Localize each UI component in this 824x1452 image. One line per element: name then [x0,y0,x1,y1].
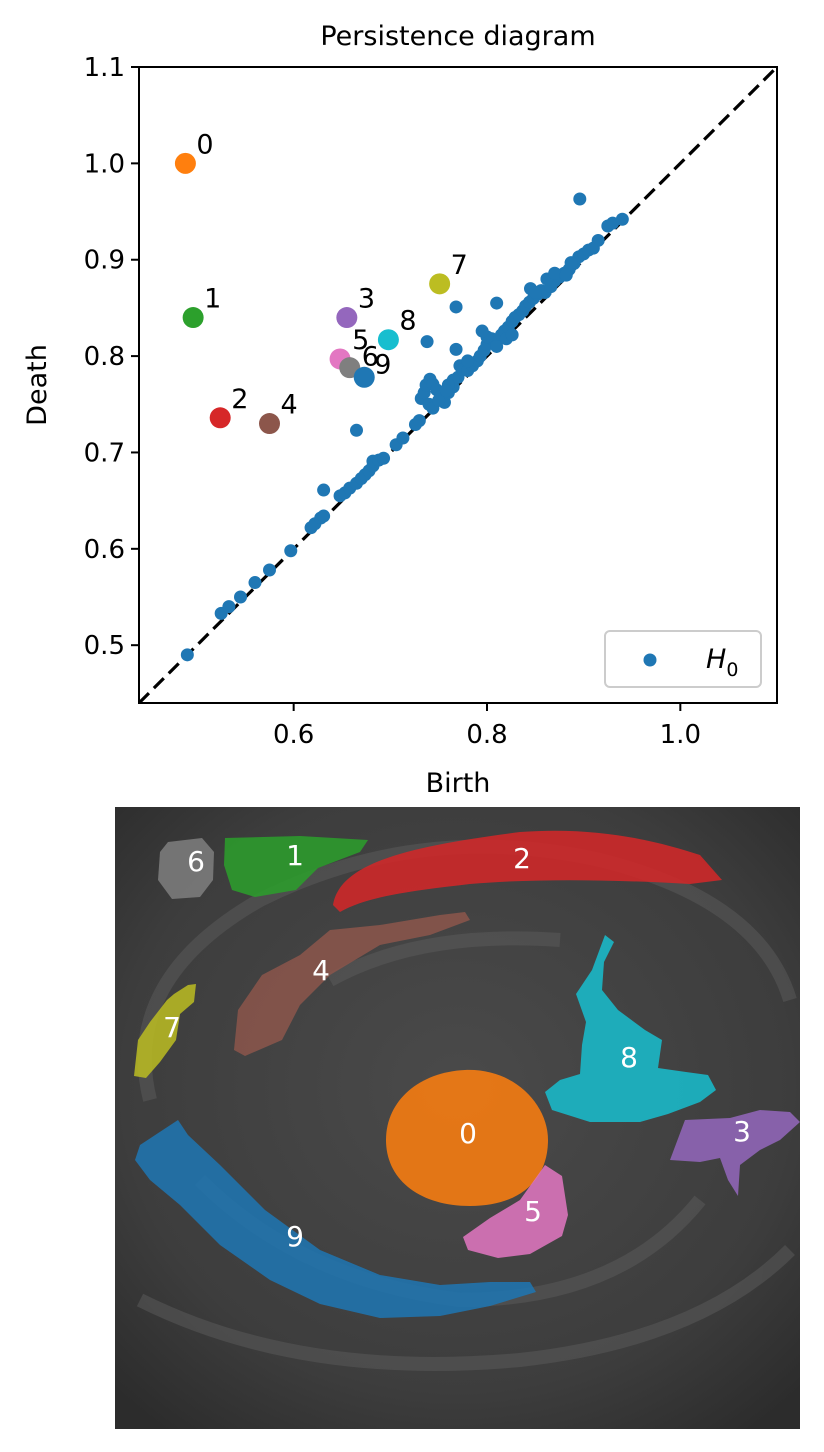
x-axis-label: Birth [426,768,491,799]
legend: H0 [604,630,762,688]
highlight-label-6: 6 [362,342,379,373]
region-6-shape [158,838,214,899]
highlight-label-2: 2 [231,384,248,415]
h0-point [350,423,363,437]
region-label-8: 8 [620,1041,638,1074]
y-tick-label: 0.5 [84,631,125,661]
highlight-point-2 [209,407,231,429]
h0-point [548,266,562,280]
h0-point [439,384,453,398]
h0-point [449,342,463,356]
y-tick-label: 0.9 [84,246,125,276]
h0-point [377,451,391,465]
region-2-shape [333,830,722,912]
y-tick-label: 0.7 [84,438,125,468]
h0-point [591,233,605,247]
highlight-point-3 [336,307,358,329]
h0-point [222,600,236,614]
h0-point [284,544,298,558]
h0-point [396,431,410,445]
highlight-label-9: 9 [374,349,391,380]
h0-point [317,509,331,523]
scan-background [115,807,800,1429]
h0-point [412,414,426,428]
region-label-7: 7 [163,1011,181,1044]
y-tick-label: 1.1 [84,53,125,83]
region-8-shape [545,935,716,1122]
h0-point [317,483,331,497]
legend-box [604,630,762,688]
highlight-point-8 [377,329,399,351]
h0-point [461,354,475,368]
region-5-shape [463,1165,568,1258]
highlight-label-4: 4 [281,390,298,421]
persistence-diagram-chart: Persistence diagram 0 1 2 3 4 56 7 89 0.6 0.8 1.0… [22,21,778,799]
highlight-label-7: 7 [451,250,468,281]
plot-area [139,67,777,703]
y-axis-ticks: 0.5 0.6 0.7 0.8 0.9 1.0 1.1 [84,53,139,661]
region-label-2: 2 [513,842,531,875]
region-label-6: 6 [187,845,205,878]
highlight-point-4 [259,413,280,435]
h0-point [432,393,446,407]
region-label-4: 4 [312,954,330,987]
y-axis-label: Death [22,344,53,426]
highlight-label-0: 0 [196,129,213,160]
h0-point [475,324,489,338]
region-label-5: 5 [524,1195,542,1228]
h0-point [248,576,262,590]
x-tick-label: 0.6 [273,720,314,750]
region-label-1: 1 [286,839,304,872]
x-axis-ticks: 0.6 0.8 1.0 [273,703,701,750]
legend-marker [643,653,657,667]
h0-point [420,335,434,349]
h0-point [573,192,587,206]
region-0-shape [386,1069,548,1206]
segmentation-labels-layer: 0 1 2 3 4 5 6 7 8 9 [163,839,751,1253]
h0-point [490,339,504,353]
h0-points-layer [180,192,629,662]
h0-point [490,296,504,310]
region-4-shape [234,912,470,1056]
h0-point [505,328,519,342]
highlighted-points-layer [174,152,451,435]
y-tick-label: 0.8 [84,342,125,372]
y-tick-label: 1.0 [84,149,125,179]
plot-frame [138,66,778,704]
h0-point [180,648,194,662]
region-9-shape [135,1120,536,1318]
highlight-label-5: 5 [352,325,369,356]
h0-point [449,300,463,314]
highlight-point-1 [182,307,204,329]
h0-point [615,212,629,226]
region-label-0: 0 [459,1117,477,1150]
highlight-point-7 [429,273,451,295]
h0-point [263,563,276,577]
y-tick-label: 0.6 [84,535,125,565]
highlight-point-0 [174,152,196,174]
region-3-shape [670,1110,800,1196]
legend-label: H0 [706,644,738,681]
highlight-label-8: 8 [399,306,416,337]
region-7-shape [134,984,196,1078]
highlight-label-1: 1 [204,284,221,315]
h0-point [564,256,578,270]
x-tick-label: 1.0 [660,720,701,750]
chart-title: Persistence diagram [320,21,595,52]
h0-point [234,590,247,604]
x-tick-label: 0.8 [466,720,507,750]
region-label-9: 9 [286,1220,304,1253]
highlight-labels-layer: 0 1 2 3 4 56 7 89 [196,129,467,420]
region-label-3: 3 [733,1115,751,1148]
region-1-shape [224,836,368,897]
highlight-point-9 [353,366,375,388]
tissue-texture [136,839,797,1371]
h0-point [528,285,542,299]
h0-point [559,268,573,282]
highlight-label-3: 3 [358,284,375,315]
